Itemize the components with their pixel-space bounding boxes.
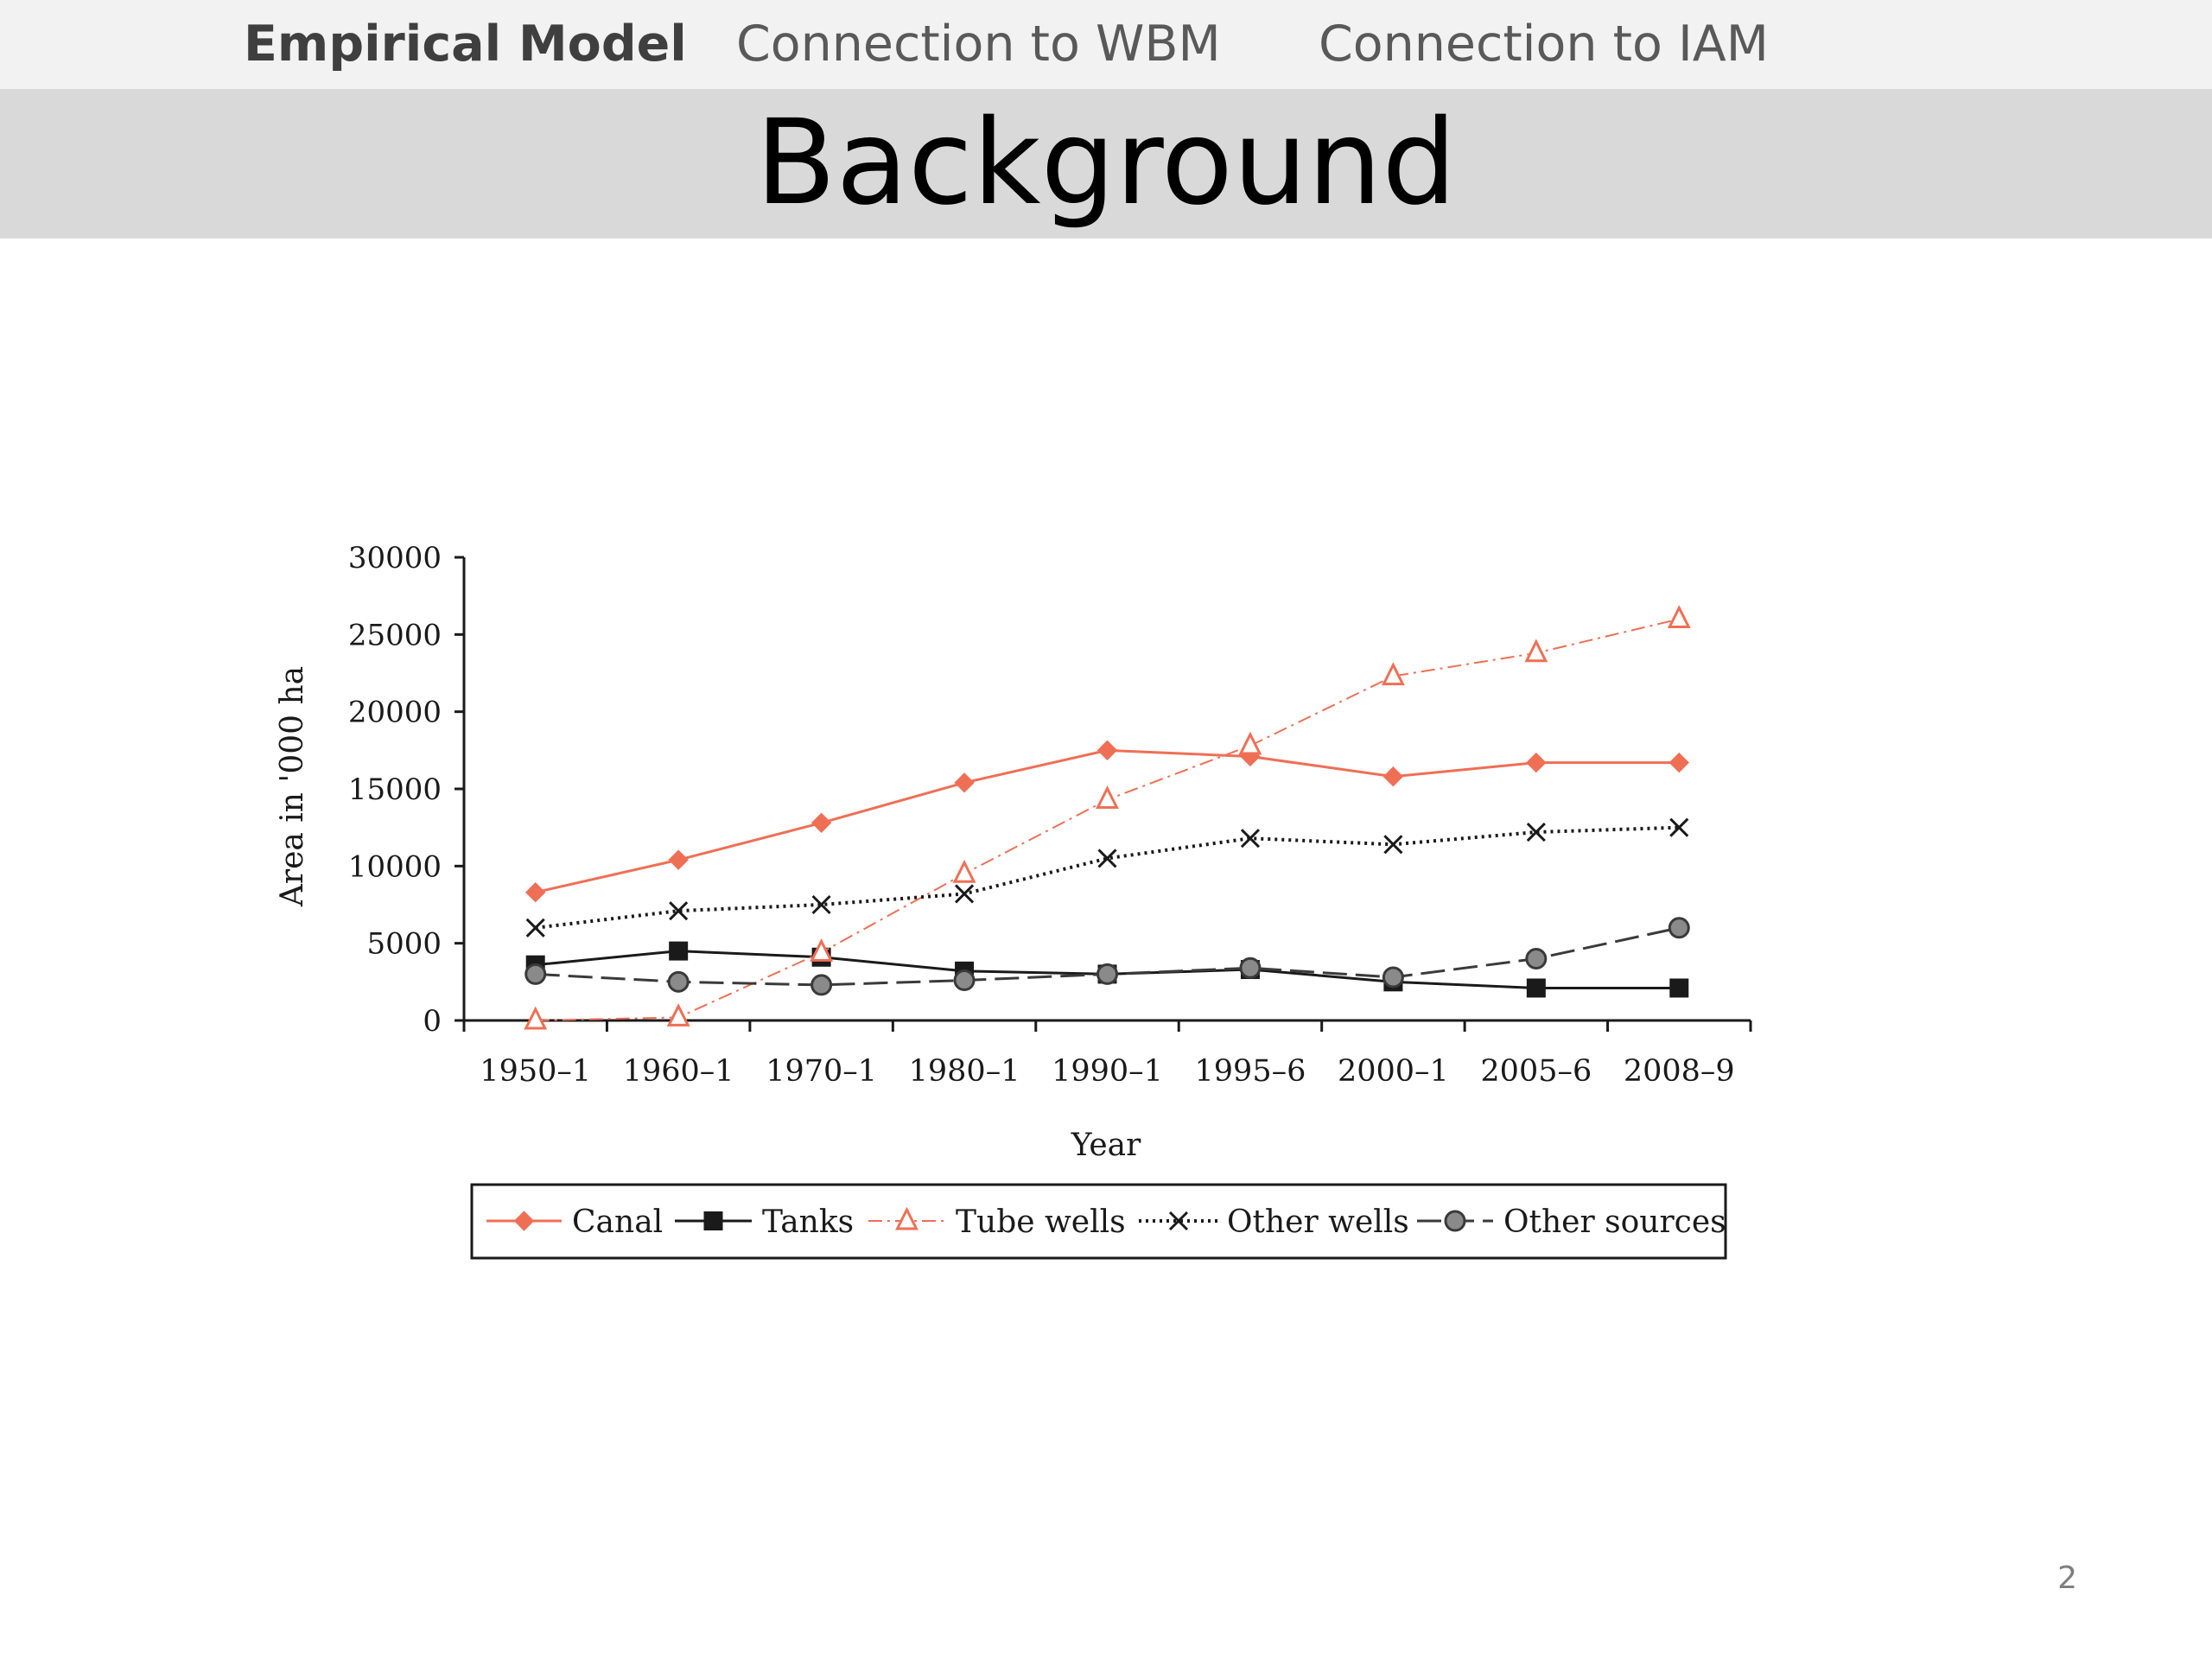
series-other-wells [525,817,1689,938]
data-point-other-wells [525,918,545,938]
y-axis-label: Area in '000 ha [275,666,310,907]
data-point-other-sources [667,970,690,993]
data-point-other-sources [1382,966,1404,988]
data-point-other-wells [669,901,689,921]
data-point-canal [668,849,689,870]
legend-marker-canal [513,1211,535,1231]
data-point-other-sources [953,969,976,992]
chart-series [524,605,1691,1030]
data-point-tanks [669,941,689,961]
data-point-tube-wells [1667,605,1691,628]
x-tick-label: 1990–1 [1052,1054,1163,1089]
series-other-sources [524,917,1690,996]
legend-label-other-wells: Other wells [1227,1205,1409,1240]
x-tick-label: 1980–1 [909,1054,1020,1089]
y-tick-label: 5000 [366,927,442,962]
y-tick-label: 0 [423,1004,442,1039]
data-point-tube-wells [1096,785,1119,810]
series-line-other-wells [535,825,1680,930]
data-point-other-wells [1240,829,1261,849]
title-bar: Background [0,89,2212,238]
chart-axes: 0 5000 10000 15000 20000 25000 30000 1950–1 1960… [348,541,1752,1089]
chart-legend: Canal Tanks Tube wells Other wells Other sou… [470,1183,1727,1260]
data-point-other-wells [1097,849,1117,868]
data-point-canal [810,812,832,834]
x-tick-label: 1995–6 [1195,1054,1306,1089]
y-tick-label: 30000 [348,541,442,575]
series-tube-wells [524,605,1691,1030]
y-tick-label: 25000 [348,618,442,652]
data-point-tube-wells [524,1006,548,1030]
data-point-canal [1526,752,1547,773]
nav-tab-connection-to-wbm[interactable]: Connection to WBM [736,16,1221,73]
data-point-other-sources [524,963,547,985]
top-navigation: Empirical Model Connection to WBM Connec… [0,0,2212,89]
x-axis-label: Year [1071,1128,1141,1163]
data-point-other-sources [1668,917,1690,939]
data-point-canal [1096,740,1118,761]
y-tick-label: 15000 [348,772,442,807]
y-tick-label: 10000 [348,849,442,884]
legend-marker-other-sources [1444,1210,1466,1232]
x-tick-label: 2005–6 [1480,1054,1592,1089]
legend-label-tanks: Tanks [762,1205,854,1240]
data-point-other-sources [1525,948,1548,970]
x-tick-label: 1970–1 [766,1054,877,1089]
data-point-other-wells [1669,817,1689,837]
legend-marker-tanks [703,1211,723,1230]
y-tick-label: 20000 [348,696,442,730]
series-line-canal [535,748,1680,894]
nav-tab-empirical-model[interactable]: Empirical Model [244,16,687,73]
data-point-other-wells [954,884,975,904]
legend-label-other-sources: Other sources [1503,1205,1726,1240]
data-point-other-wells [811,894,831,915]
data-point-tube-wells [666,1003,690,1027]
data-point-other-sources [1096,963,1118,985]
data-point-canal [525,881,546,903]
legend-item-other-sources: Other sources [1417,1205,1726,1240]
data-point-tanks [1669,978,1689,998]
legend-marker-other-wells [1168,1211,1189,1231]
series-canal [525,740,1689,903]
nav-tab-connection-to-iam[interactable]: Connection to IAM [1319,16,1769,73]
data-point-canal [1669,752,1689,773]
data-point-canal [1382,766,1404,787]
data-point-tube-wells [810,938,834,962]
data-point-tube-wells [1524,639,1548,663]
x-tick-label: 2000–1 [1338,1054,1449,1089]
legend-label-tube-wells: Tube wells [956,1205,1126,1240]
x-tick-label: 2008–9 [1624,1054,1735,1089]
legend-marker-tube-wells [895,1206,918,1230]
page-number: 2 [2057,1560,2077,1596]
data-point-other-wells [1383,835,1403,855]
x-tick-label: 1960–1 [623,1054,734,1089]
legend-item-canal: Canal [486,1205,663,1240]
data-point-other-sources [810,974,833,996]
data-point-other-sources [1239,957,1262,979]
legend-item-other-wells: Other wells [1139,1205,1409,1240]
data-point-tanks [1526,978,1546,998]
x-tick-label: 1950–1 [480,1054,591,1089]
series-line-tube-wells [535,618,1680,1021]
data-point-tube-wells [1381,662,1405,686]
data-point-canal [954,772,975,793]
data-point-tube-wells [952,859,976,883]
legend-label-canal: Canal [572,1205,663,1240]
legend-item-tanks: Tanks [675,1205,854,1240]
legend-item-tube-wells: Tube wells [868,1205,1126,1240]
data-point-tube-wells [1238,731,1262,755]
slide-title: Background [755,95,1457,232]
data-point-other-wells [1526,822,1546,842]
